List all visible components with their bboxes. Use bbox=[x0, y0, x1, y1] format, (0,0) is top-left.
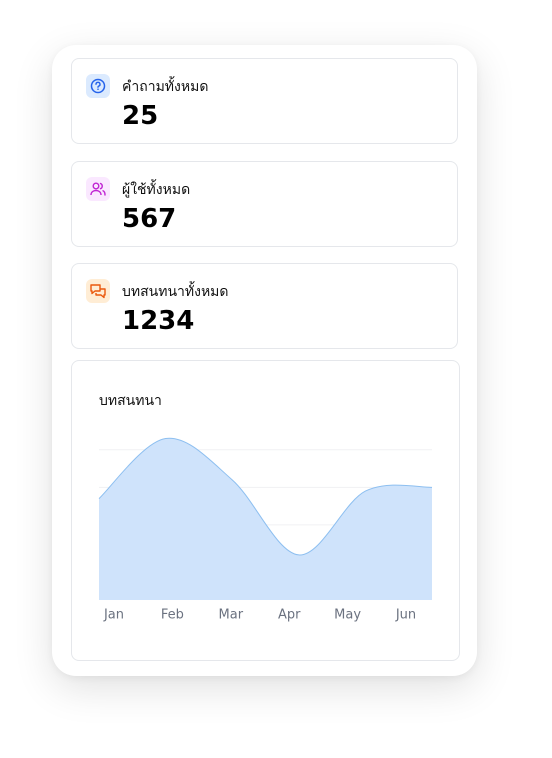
x-tick-label: Apr bbox=[278, 608, 301, 623]
x-tick-label: May bbox=[334, 608, 361, 623]
stat-label: คำถามทั้งหมด bbox=[122, 79, 209, 95]
stat-card: คำถามทั้งหมด 25 bbox=[71, 58, 458, 144]
question-icon bbox=[86, 74, 110, 98]
x-tick-label: Jun bbox=[395, 608, 416, 623]
users-icon bbox=[86, 177, 110, 201]
stat-card: ผู้ใช้ทั้งหมด 567 bbox=[71, 161, 458, 247]
stat-value: 567 bbox=[122, 204, 177, 234]
x-tick-label: Jan bbox=[103, 608, 124, 623]
stat-card: บทสนทนาทั้งหมด 1234 bbox=[71, 263, 458, 349]
stat-label: ผู้ใช้ทั้งหมด bbox=[122, 182, 191, 198]
chart-title: บทสนทนา bbox=[99, 393, 162, 409]
stat-value: 25 bbox=[122, 101, 159, 131]
stat-label: บทสนทนาทั้งหมด bbox=[122, 284, 229, 300]
area-line bbox=[98, 437, 433, 556]
area bbox=[99, 438, 432, 600]
stat-value: 1234 bbox=[122, 306, 195, 336]
x-tick-label: Feb bbox=[161, 608, 184, 623]
chat-icon bbox=[86, 279, 110, 303]
x-tick-label: Mar bbox=[219, 608, 244, 623]
